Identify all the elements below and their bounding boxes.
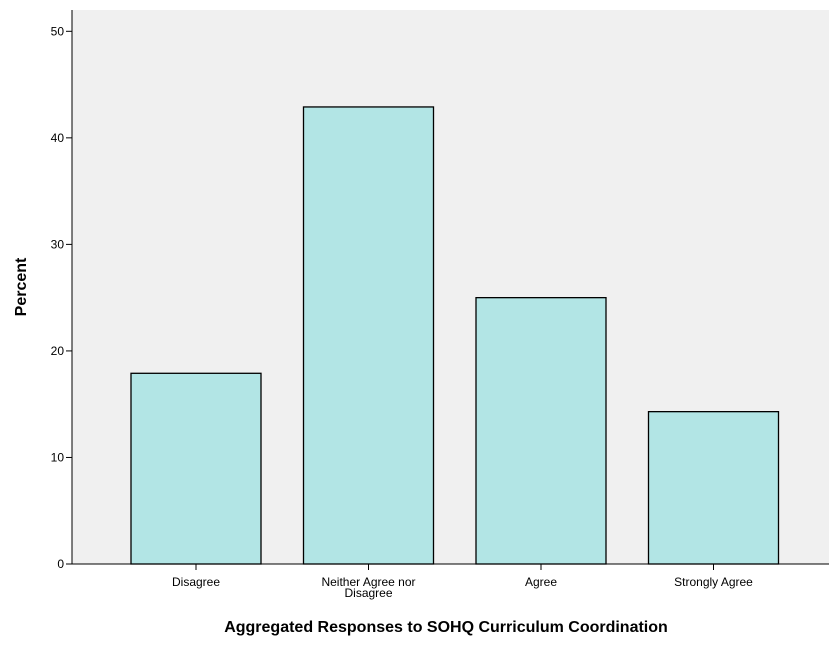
y-axis-title: Percent: [13, 257, 30, 316]
x-axis-title: Aggregated Responses to SOHQ Curriculum …: [224, 619, 668, 636]
bars: [130, 106, 780, 565]
x-axis-ticks: Disagree Neither Agree nor Disagree Agree St…: [172, 564, 753, 600]
x-tick-label: Disagree: [172, 575, 220, 589]
x-tick-label: Strongly Agree: [674, 575, 753, 589]
bar: [475, 297, 607, 565]
y-tick-label: 10: [51, 450, 65, 464]
y-tick-label: 0: [57, 557, 64, 571]
y-axis-ticks: 0 10 20 30 40 50: [51, 24, 72, 571]
y-tick-label: 30: [51, 237, 65, 251]
y-tick-label: 50: [51, 24, 65, 38]
bar: [647, 410, 780, 565]
bar: [302, 106, 435, 565]
bar: [130, 372, 262, 565]
y-tick-label: 40: [51, 131, 65, 145]
y-tick-label: 20: [51, 344, 65, 358]
x-tick-label: Neither Agree nor Disagree: [321, 575, 415, 600]
x-tick-label: Agree: [525, 575, 557, 589]
